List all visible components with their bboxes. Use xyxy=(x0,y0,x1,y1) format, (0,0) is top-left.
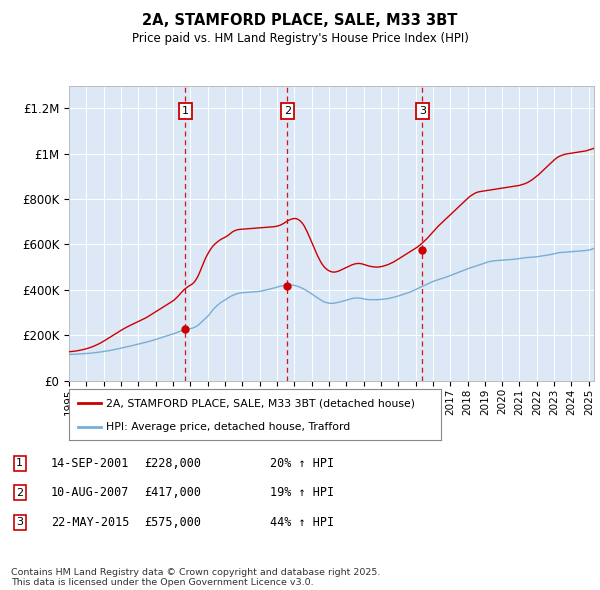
Text: HPI: Average price, detached house, Trafford: HPI: Average price, detached house, Traf… xyxy=(106,422,350,432)
Text: Contains HM Land Registry data © Crown copyright and database right 2025.
This d: Contains HM Land Registry data © Crown c… xyxy=(11,568,380,587)
Text: 2: 2 xyxy=(16,488,23,497)
Text: 1: 1 xyxy=(182,106,189,116)
Text: Price paid vs. HM Land Registry's House Price Index (HPI): Price paid vs. HM Land Registry's House … xyxy=(131,32,469,45)
Text: £575,000: £575,000 xyxy=(144,516,201,529)
Text: 10-AUG-2007: 10-AUG-2007 xyxy=(51,486,130,499)
Text: 1: 1 xyxy=(16,458,23,468)
Text: 44% ↑ HPI: 44% ↑ HPI xyxy=(270,516,334,529)
Text: 2A, STAMFORD PLACE, SALE, M33 3BT: 2A, STAMFORD PLACE, SALE, M33 3BT xyxy=(142,13,458,28)
Text: 19% ↑ HPI: 19% ↑ HPI xyxy=(270,486,334,499)
Text: £417,000: £417,000 xyxy=(144,486,201,499)
Text: 14-SEP-2001: 14-SEP-2001 xyxy=(51,457,130,470)
Text: 22-MAY-2015: 22-MAY-2015 xyxy=(51,516,130,529)
Text: 20% ↑ HPI: 20% ↑ HPI xyxy=(270,457,334,470)
Text: £228,000: £228,000 xyxy=(144,457,201,470)
Text: 3: 3 xyxy=(419,106,426,116)
Text: 2: 2 xyxy=(284,106,291,116)
Text: 2A, STAMFORD PLACE, SALE, M33 3BT (detached house): 2A, STAMFORD PLACE, SALE, M33 3BT (detac… xyxy=(106,398,415,408)
Text: 3: 3 xyxy=(16,517,23,527)
